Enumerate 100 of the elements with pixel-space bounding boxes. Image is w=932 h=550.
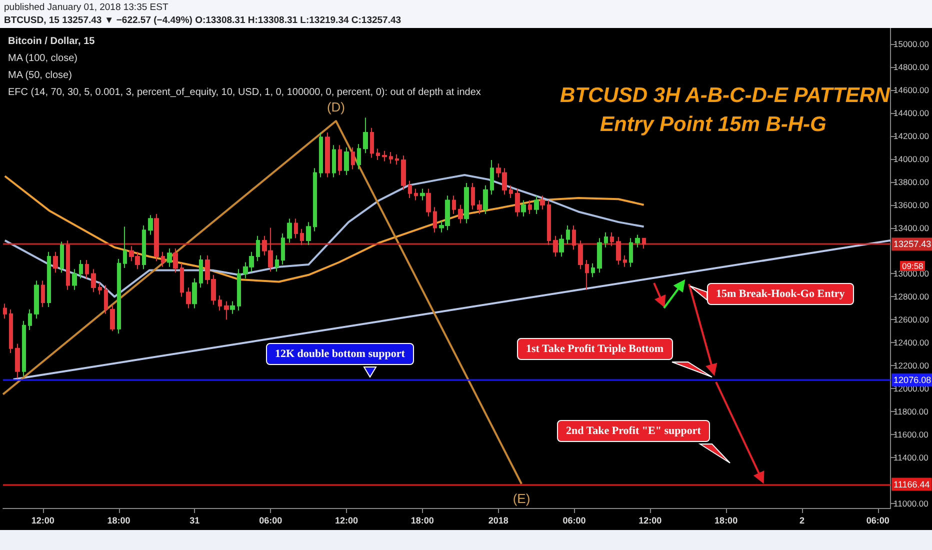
- candlestick: [224, 300, 229, 320]
- candlestick: [559, 234, 564, 258]
- x-tick-label: 06:00: [562, 516, 586, 526]
- candlestick: [566, 225, 570, 244]
- candlestick: [357, 143, 361, 170]
- candlestick: [401, 154, 406, 190]
- candlestick: [186, 287, 191, 309]
- candlestick: [642, 238, 646, 250]
- y-tick-label: 13800.00: [894, 176, 930, 187]
- x-tick-label: 18:00: [410, 516, 434, 526]
- candlestick: [408, 180, 412, 198]
- ref-line-label: 12076.08: [894, 374, 932, 385]
- candlestick: [41, 280, 45, 308]
- candlestick: [483, 184, 488, 215]
- candlestick: [275, 254, 279, 272]
- candlestick: [534, 195, 539, 215]
- candlestick: [338, 144, 342, 176]
- annotation: 1st Take Profit Triple Bottom: [517, 338, 672, 360]
- y-tick-label: 13000.00: [894, 268, 930, 279]
- ref-line-label: 11166.44: [894, 479, 930, 490]
- candlestick: [148, 214, 153, 236]
- candlestick: [47, 251, 51, 308]
- x-tick-label: 18:00: [107, 516, 130, 526]
- x-tick-label: 12:00: [31, 516, 54, 526]
- candlestick: [281, 233, 285, 266]
- candlestick: [464, 182, 469, 224]
- candlestick: [420, 188, 425, 201]
- candlestick: [72, 268, 77, 290]
- candlestick: [578, 240, 583, 270]
- candlestick: [173, 248, 178, 274]
- candlestick: [9, 308, 13, 354]
- candlestick: [458, 204, 463, 224]
- candlestick: [452, 195, 456, 215]
- candlestick: [521, 200, 526, 217]
- candlestick: [433, 206, 437, 233]
- y-tick-label: 12600.00: [894, 314, 930, 325]
- candlestick: [382, 150, 387, 162]
- annotation: (D): [326, 100, 345, 115]
- candlestick: [610, 232, 614, 247]
- candlestick: [553, 235, 558, 258]
- annotation: EFC (14, 70, 30, 5, 0.001, 3, percent_of_equity, 10, USD, 1, 0, 100000, 0, percent, 0): out of depth at index: [8, 87, 481, 98]
- candlestick: [3, 303, 7, 320]
- candlestick: [325, 132, 330, 178]
- candlestick: [117, 258, 121, 334]
- candlestick: [142, 225, 146, 270]
- x-tick-label: 06:00: [866, 516, 890, 526]
- candlestick: [635, 234, 640, 248]
- annotation: (E): [512, 490, 530, 506]
- candlestick: [591, 262, 595, 278]
- candlestick: [376, 148, 380, 161]
- y-tick-label: 12200.00: [894, 360, 930, 371]
- annotation: 12K double bottom support: [266, 343, 414, 365]
- candlestick: [154, 214, 159, 262]
- candlestick: [85, 259, 89, 279]
- candlestick: [218, 295, 222, 311]
- candlestick: [344, 146, 349, 176]
- annotation: Bitcoin / Dollar, 15: [8, 36, 95, 47]
- candlestick: [426, 188, 431, 217]
- annotation: 15m Break-Hook-Go Entry: [707, 283, 854, 305]
- candlestick: [91, 268, 96, 293]
- text: BTCUSD 3H A-B-C-D-E PATTERN: [560, 84, 890, 108]
- y-tick-label: 14600.00: [894, 85, 930, 96]
- candlestick: [15, 343, 20, 379]
- candlestick: [414, 188, 418, 201]
- candlestick: [477, 200, 482, 215]
- ref-line-label: 13257.43: [894, 239, 932, 250]
- candlestick: [490, 160, 494, 196]
- text: Entry Point 15m B-H-G: [600, 113, 826, 137]
- candlestick: [230, 300, 235, 314]
- candlestick: [192, 278, 197, 309]
- candlestick: [540, 195, 545, 210]
- candlestick: [256, 235, 260, 262]
- candlestick: [60, 241, 64, 274]
- candlestick: [180, 262, 184, 298]
- candlestick: [604, 232, 608, 248]
- y-tick-label: 13400.00: [894, 222, 930, 233]
- candlestick: [313, 168, 317, 232]
- candlestick: [287, 218, 292, 244]
- candlestick: [528, 200, 532, 215]
- candlestick: [370, 127, 374, 158]
- candlestick: [306, 222, 311, 246]
- y-tick-label: 12400.00: [894, 338, 930, 348]
- annotation: 2nd Take Profit "E" support: [557, 420, 710, 442]
- candlestick: [395, 154, 399, 166]
- candlestick: [104, 284, 108, 314]
- x-tick-label: 12:00: [334, 516, 358, 526]
- candlestick: [79, 259, 83, 279]
- candlestick: [22, 320, 26, 376]
- candlestick: [237, 268, 241, 311]
- x-tick-label: 18:00: [714, 516, 738, 526]
- candlestick: [294, 218, 298, 239]
- text: 09:58: [900, 261, 926, 271]
- candlestick: [515, 188, 520, 217]
- candlestick: [66, 240, 70, 290]
- text: BTCUSD, 15 13257.43 ▼ −622.57 (−4.49%) O:13308.31 H:13308.31 L:13219.34 C:13257.43: [4, 15, 402, 26]
- y-tick-label: 14400.00: [894, 108, 930, 118]
- y-tick-label: 12800.00: [894, 292, 930, 302]
- x-tick-label: 12:00: [638, 516, 662, 526]
- annotation: MA (50, close): [8, 70, 72, 81]
- candlestick: [351, 146, 355, 170]
